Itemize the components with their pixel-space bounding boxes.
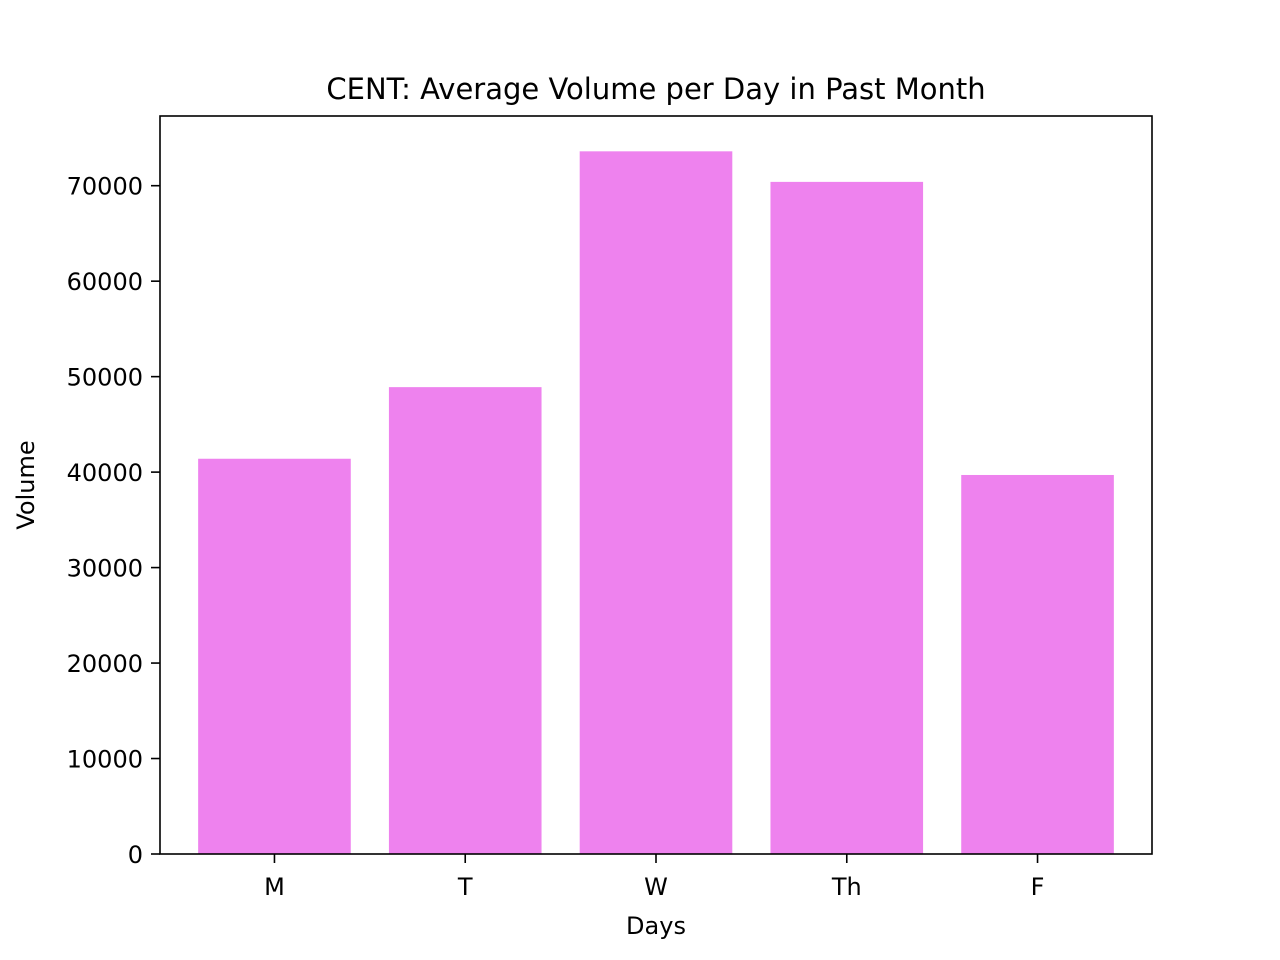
bar-f — [961, 474, 1114, 854]
x-tick-label: W — [644, 873, 668, 901]
y-axis-ticks: 0 10000 20000 30000 40000 50000 60000 70000 — [67, 173, 160, 869]
bar-w — [579, 151, 733, 854]
bar-t — [388, 387, 542, 854]
x-tick-label: F — [1031, 873, 1045, 901]
x-axis-label: Days — [626, 912, 686, 940]
y-tick-label: 40000 — [67, 459, 143, 487]
bar-th — [770, 181, 924, 854]
y-tick-label: 50000 — [67, 364, 143, 392]
x-axis-ticks: M T W Th F — [264, 854, 1044, 901]
y-tick-label: 20000 — [67, 650, 143, 678]
plot-frame — [159, 115, 1153, 855]
y-tick-label: 70000 — [67, 173, 143, 201]
bars-group — [198, 151, 1114, 854]
x-tick-label: T — [457, 873, 473, 901]
y-axis-label: Volume — [12, 440, 40, 529]
bar-m — [198, 458, 351, 854]
x-tick-label: M — [264, 873, 285, 901]
y-tick-label: 60000 — [67, 268, 143, 296]
y-tick-label: 30000 — [67, 555, 143, 583]
x-tick-label: Th — [831, 873, 862, 901]
y-tick-label: 0 — [128, 841, 143, 869]
y-tick-label: 10000 — [67, 746, 143, 774]
chart-title: CENT: Average Volume per Day in Past Mon… — [326, 72, 985, 106]
